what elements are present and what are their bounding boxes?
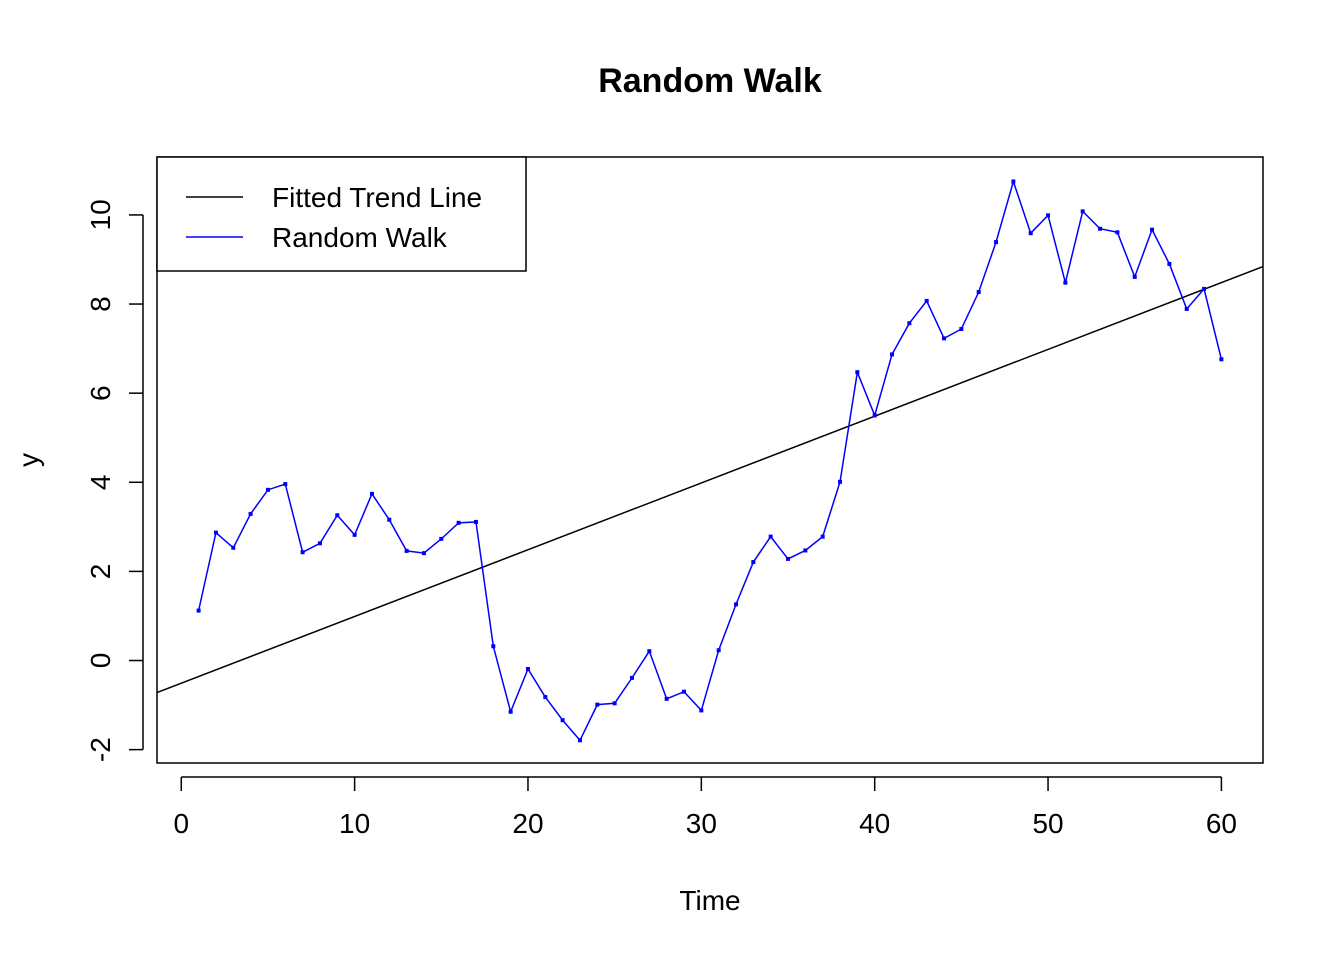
random-walk-point — [1098, 226, 1103, 231]
y-tick-label: 10 — [85, 199, 116, 230]
random-walk-point — [300, 550, 305, 555]
x-tick-label: 0 — [173, 808, 189, 839]
random-walk-point — [525, 666, 530, 671]
random-walk-point — [265, 487, 270, 492]
random-walk-point — [317, 541, 322, 546]
trend-line — [157, 265, 1263, 694]
random-walk-line — [197, 178, 1223, 742]
random-walk-point — [838, 479, 843, 484]
random-walk-point — [1184, 306, 1189, 311]
random-walk-point — [768, 534, 773, 539]
legend-label-random-walk: Random Walk — [272, 222, 448, 253]
random-walk-point — [231, 545, 236, 550]
random-walk-point — [508, 709, 513, 714]
random-walk-point — [1202, 286, 1207, 291]
random-walk-point — [577, 738, 582, 743]
random-walk-point — [924, 298, 929, 303]
random-walk-point — [629, 675, 634, 680]
random-walk-point — [855, 370, 860, 375]
legend: Fitted Trend Line Random Walk — [156, 156, 527, 272]
random-walk-point — [1132, 274, 1137, 279]
x-axis: 0 10 20 30 40 50 60 — [173, 776, 1237, 839]
chart-title: Random Walk — [598, 62, 822, 100]
random-walk-point — [283, 482, 288, 487]
random-walk-point — [681, 689, 686, 694]
random-walk-point — [1011, 179, 1016, 184]
random-walk-point — [1219, 357, 1224, 362]
plot-frame — [156, 156, 1264, 764]
random-walk-point — [890, 352, 895, 357]
random-walk-point — [786, 556, 791, 561]
x-tick-label: 20 — [512, 808, 543, 839]
random-walk-point — [543, 695, 548, 700]
y-tick-label: 8 — [85, 296, 116, 312]
random-walk-point — [352, 532, 357, 537]
y-tick-label: -2 — [85, 737, 116, 762]
random-walk-point — [699, 708, 704, 713]
random-walk-point — [196, 608, 201, 613]
random-walk-point — [751, 560, 756, 565]
random-walk-point — [335, 513, 340, 518]
x-tick-label: 30 — [686, 808, 717, 839]
random-walk-point — [456, 520, 461, 525]
y-tick-label: 4 — [85, 474, 116, 490]
random-walk-point — [1028, 231, 1033, 236]
legend-box — [156, 156, 527, 272]
random-walk-point — [1115, 230, 1120, 235]
x-tick-label: 10 — [339, 808, 370, 839]
random-walk-point — [387, 517, 392, 522]
random-walk-point — [439, 536, 444, 541]
y-axis-label: y — [13, 453, 44, 467]
random-walk-point — [803, 548, 808, 553]
random-walk-point — [595, 702, 600, 707]
x-tick-label: 60 — [1206, 808, 1237, 839]
random-walk-point — [404, 548, 409, 553]
y-tick-label: 6 — [85, 385, 116, 401]
random-walk-point — [1063, 280, 1068, 285]
random-walk-point — [1080, 209, 1085, 214]
random-walk-point — [213, 530, 218, 535]
legend-label-trend: Fitted Trend Line — [272, 182, 482, 213]
y-tick-label: 2 — [85, 564, 116, 580]
random-walk-point — [820, 534, 825, 539]
random-walk-point — [1167, 261, 1172, 266]
random-walk-point — [1046, 213, 1051, 218]
random-walk-point — [1150, 227, 1155, 232]
random-walk-point — [560, 718, 565, 723]
random-walk-point — [734, 602, 739, 607]
random-walk-point — [491, 644, 496, 649]
series-layer — [157, 178, 1263, 743]
random-walk-point — [664, 696, 669, 701]
random-walk-point — [976, 290, 981, 295]
random-walk-point — [421, 551, 426, 556]
y-tick-label: 0 — [85, 653, 116, 669]
x-tick-label: 50 — [1032, 808, 1063, 839]
random-walk-point — [647, 649, 652, 654]
x-axis-label: Time — [679, 885, 740, 916]
random-walk-point — [716, 648, 721, 653]
random-walk-point — [473, 519, 478, 524]
random-walk-point — [872, 413, 877, 418]
random-walk-point — [612, 701, 617, 706]
y-axis: -2 0 2 4 6 8 10 — [85, 199, 144, 762]
random-walk-point — [959, 326, 964, 331]
random-walk-point — [369, 491, 374, 496]
random-walk-point — [248, 511, 253, 516]
random-walk-point — [942, 336, 947, 341]
random-walk-point — [907, 321, 912, 326]
random-walk-series — [196, 178, 1224, 743]
random-walk-point — [994, 240, 999, 245]
x-tick-label: 40 — [859, 808, 890, 839]
trend-series — [157, 265, 1263, 694]
